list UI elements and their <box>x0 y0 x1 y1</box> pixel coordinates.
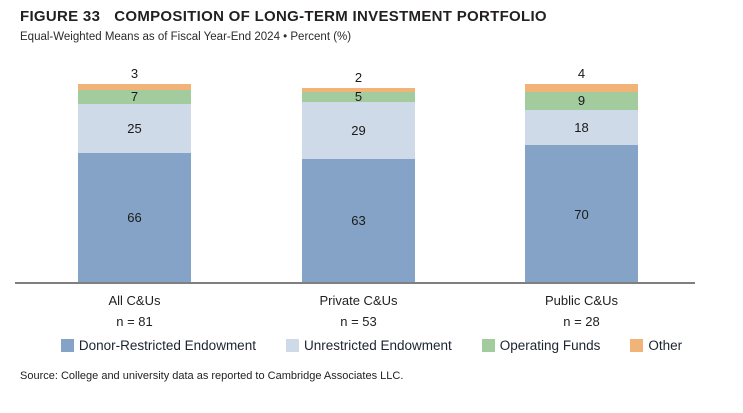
legend-item: Donor-Restricted Endowment <box>60 338 256 353</box>
category-label-2: Public C&Us n = 28 <box>525 293 638 329</box>
figure-title-row: FIGURE 33 COMPOSITION OF LONG-TERM INVEST… <box>20 8 547 25</box>
legend-swatch-icon <box>60 339 74 352</box>
figure-number-label: FIGURE 33 <box>20 8 101 25</box>
bar-segment: 18 <box>525 109 638 146</box>
bar-segment <box>302 87 415 92</box>
category-n-label: n = 53 <box>340 314 377 329</box>
bar-segment: 29 <box>302 101 415 159</box>
legend-item: Operating Funds <box>481 338 601 353</box>
bar-segment: 70 <box>525 145 638 283</box>
category-label-0: All C&Us n = 81 <box>78 293 191 329</box>
legend-label: Operating Funds <box>499 338 601 353</box>
bar-value-label: 18 <box>574 119 589 135</box>
legend-swatch-icon <box>285 339 299 352</box>
bar-2: 9 18 70 <box>525 84 638 283</box>
x-axis-line <box>15 282 695 284</box>
bar-value-label: 63 <box>351 213 366 229</box>
category-name: Public C&Us <box>545 293 618 308</box>
chart-area: 7 25 66 3 5 29 63 2 9 18 70 4 <box>15 66 695 284</box>
bar-segment: 63 <box>302 158 415 283</box>
figure-subtitle: Equal-Weighted Means as of Fiscal Year-E… <box>20 31 352 43</box>
bar-1: 5 29 63 <box>302 87 415 283</box>
source-note: Source: College and university data as r… <box>20 370 404 382</box>
figure-title: COMPOSITION OF LONG-TERM INVESTMENT PORT… <box>114 8 547 25</box>
legend-label: Donor-Restricted Endowment <box>78 338 256 353</box>
category-label-1: Private C&Us n = 53 <box>302 293 415 329</box>
legend-item: Other <box>630 338 682 353</box>
bar-value-label: 9 <box>577 93 586 109</box>
category-name: Private C&Us <box>319 293 398 308</box>
bar-value-label: 7 <box>130 89 139 105</box>
category-n-label: n = 28 <box>563 314 600 329</box>
bar-top-value-label: 3 <box>130 66 139 82</box>
legend-item: Unrestricted Endowment <box>285 338 452 353</box>
bar-value-label: 5 <box>354 89 363 105</box>
category-n-label: n = 81 <box>116 314 153 329</box>
bar-segment <box>525 84 638 92</box>
bar-segment: 5 <box>302 89 415 105</box>
bar-segment: 25 <box>78 103 191 153</box>
bar-top-value-label: 2 <box>354 69 363 85</box>
bar-0: 7 25 66 <box>78 84 191 283</box>
legend-swatch-icon <box>481 339 495 352</box>
bar-value-label: 66 <box>127 210 142 226</box>
bar-value-label: 25 <box>127 120 142 136</box>
bar-value-label: 70 <box>574 206 589 222</box>
bar-top-value-label: 4 <box>577 66 586 82</box>
legend-swatch-icon <box>630 339 644 352</box>
legend: Donor-Restricted Endowment Unrestricted E… <box>0 338 743 353</box>
bar-segment: 9 <box>525 91 638 110</box>
bar-value-label: 29 <box>351 122 366 138</box>
legend-label: Unrestricted Endowment <box>303 338 452 353</box>
category-name: All C&Us <box>108 293 161 308</box>
legend-label: Other <box>648 338 683 353</box>
bar-segment: 7 <box>78 89 191 105</box>
bar-segment: 66 <box>78 152 191 283</box>
bar-segment <box>78 84 191 90</box>
